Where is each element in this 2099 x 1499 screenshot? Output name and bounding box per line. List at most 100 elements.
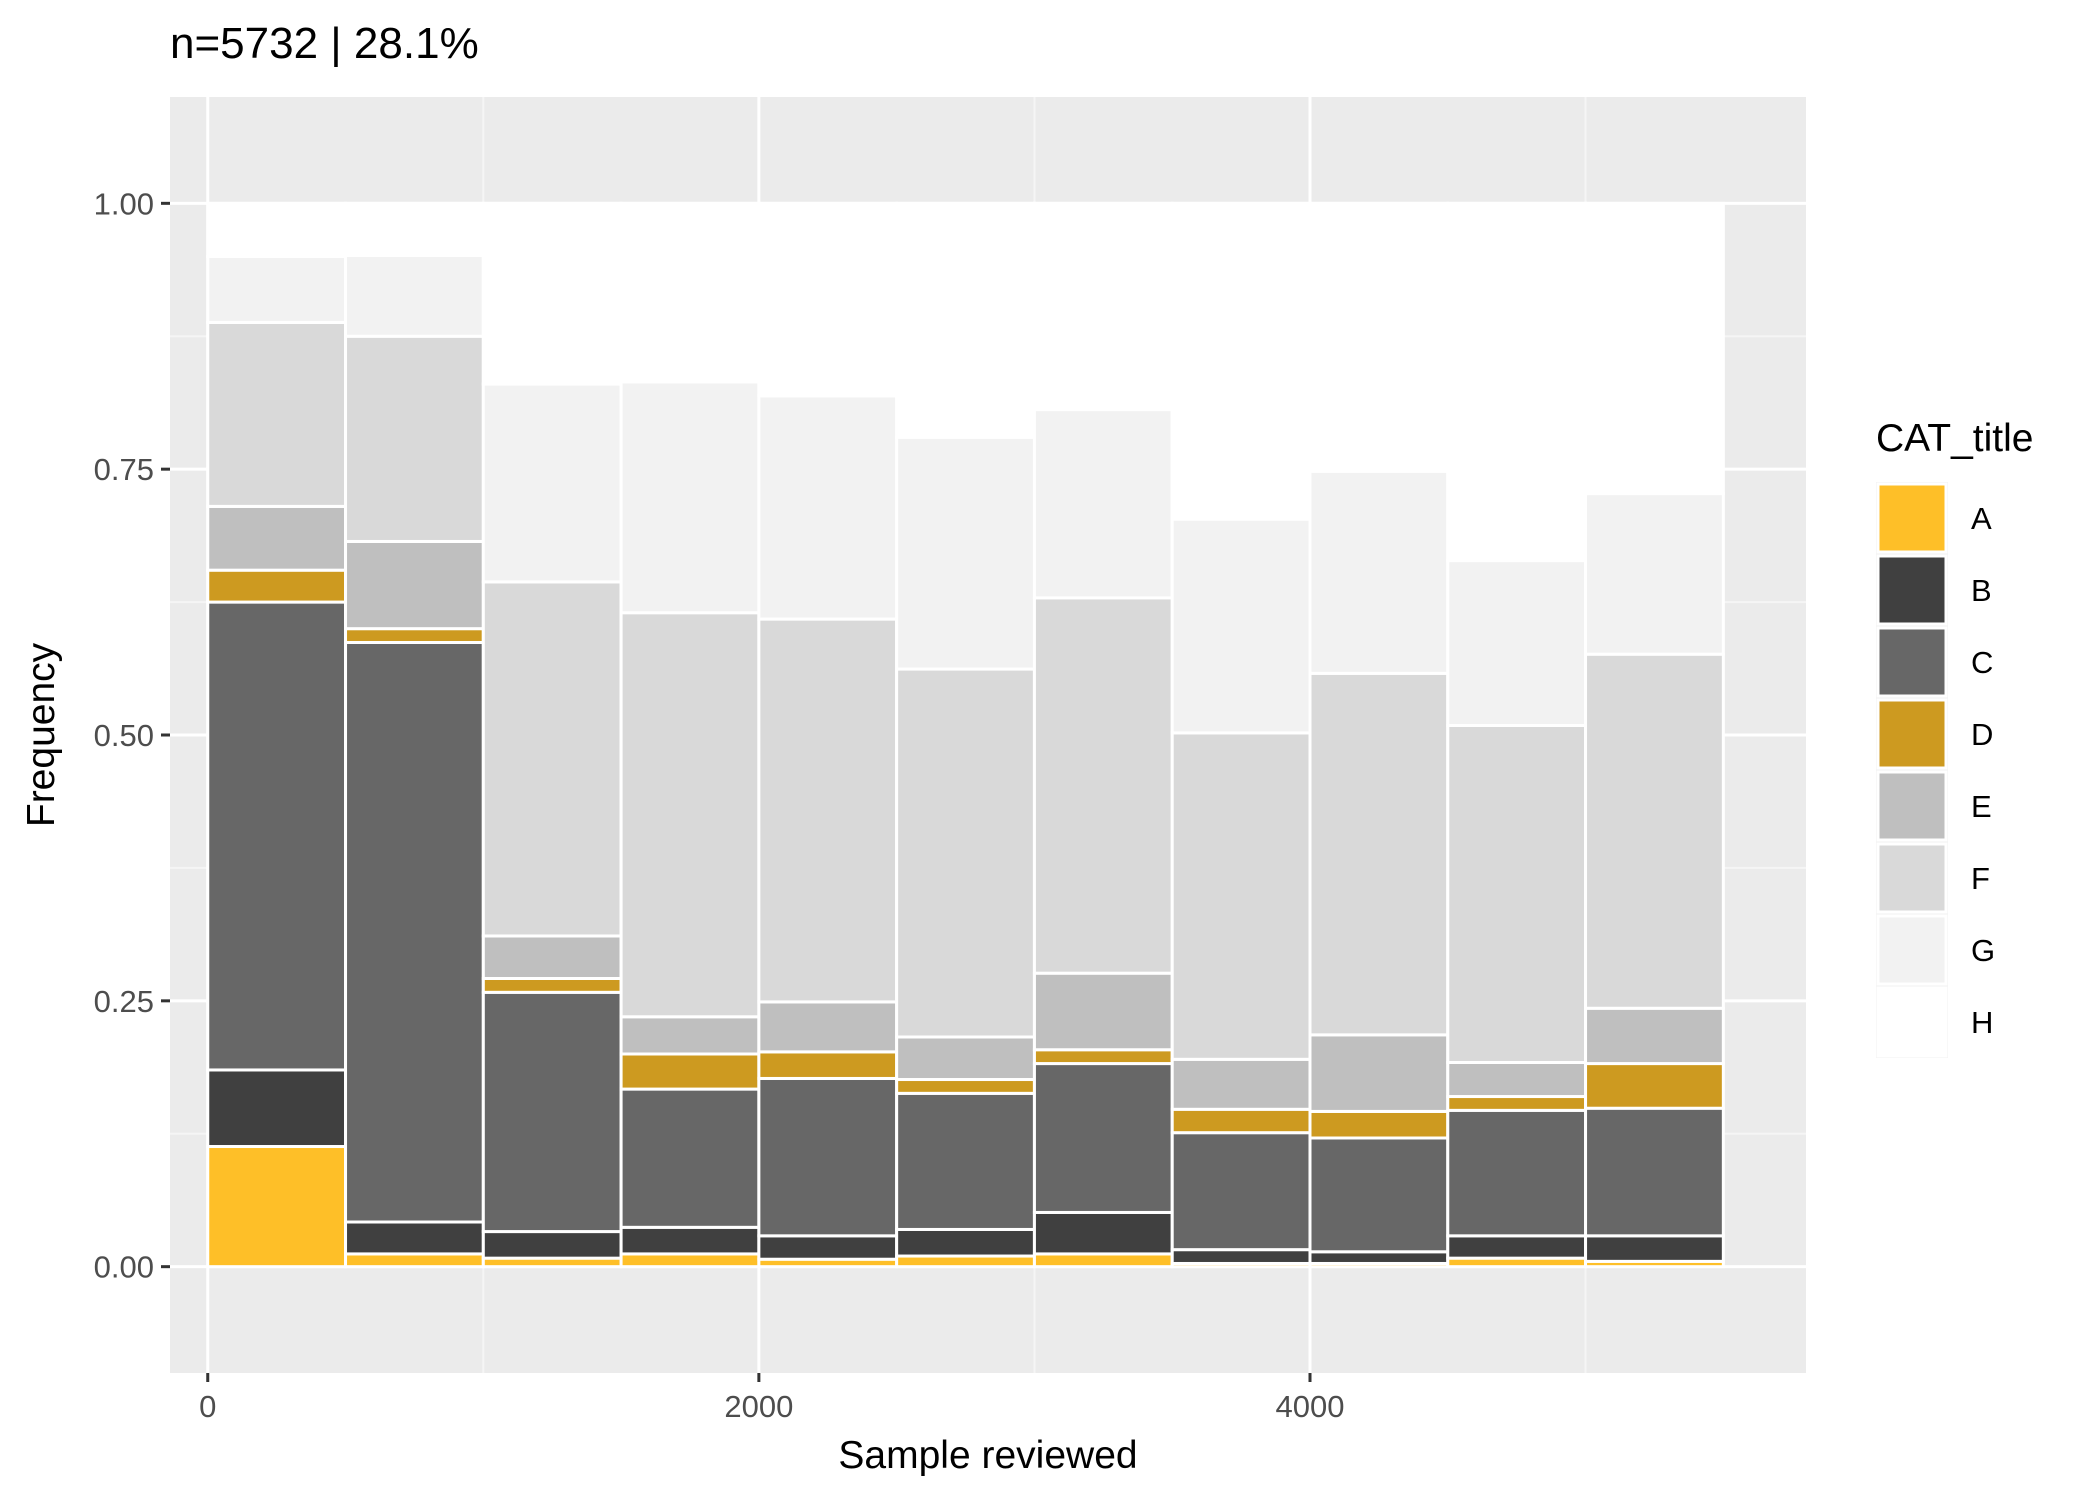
bar-segment-g-bin-3 bbox=[619, 380, 761, 615]
bar-segment-b-bin-5 bbox=[895, 1227, 1036, 1258]
bar-segment-g-bin-5 bbox=[895, 435, 1036, 671]
bars-layer bbox=[206, 201, 1725, 1269]
bar-segment-h-bin-7 bbox=[1170, 201, 1312, 521]
y-tick-label: 1.00 bbox=[94, 186, 154, 221]
bar-segment-d-bin-7 bbox=[1170, 1107, 1312, 1135]
bar-segment-f-bin-0 bbox=[206, 320, 348, 508]
bar-segment-h-bin-4 bbox=[757, 201, 899, 398]
legend-key-b bbox=[1876, 554, 1948, 626]
legend-key-h bbox=[1876, 986, 1948, 1058]
bar-segment-c-bin-2 bbox=[481, 990, 623, 1234]
bar-segment-f-bin-4 bbox=[757, 617, 899, 1004]
bar-segment-b-bin-6 bbox=[1032, 1210, 1174, 1256]
y-tick-label: 0.00 bbox=[94, 1250, 154, 1285]
x-tick-label: 0 bbox=[199, 1389, 216, 1424]
bar-segment-d-bin-8 bbox=[1308, 1109, 1450, 1140]
x-tick-label: 2000 bbox=[724, 1389, 793, 1424]
bar-segment-d-bin-0 bbox=[206, 568, 348, 604]
bar-segment-e-bin-2 bbox=[481, 934, 623, 981]
bar-segment-d-bin-2 bbox=[481, 977, 623, 994]
bar-segment-g-bin-10 bbox=[1584, 492, 1725, 656]
y-tick-label: 0.25 bbox=[94, 984, 154, 1019]
bar-segment-b-bin-4 bbox=[757, 1234, 899, 1261]
legend: CAT_title A B C D E F G H bbox=[1876, 417, 2034, 1058]
bar-segment-c-bin-8 bbox=[1308, 1136, 1450, 1254]
x-tick-label: 4000 bbox=[1276, 1389, 1345, 1424]
y-tick-label: 0.75 bbox=[94, 452, 154, 487]
legend-key-g bbox=[1876, 914, 1948, 986]
legend-title: CAT_title bbox=[1876, 417, 2034, 460]
legend-label-a: A bbox=[1971, 501, 1992, 536]
bar-segment-g-bin-0 bbox=[206, 255, 348, 324]
bar-segment-b-bin-7 bbox=[1170, 1248, 1312, 1265]
bar-segment-e-bin-4 bbox=[757, 1000, 899, 1054]
bar-segment-e-bin-3 bbox=[619, 1015, 761, 1056]
bar-segment-c-bin-3 bbox=[619, 1087, 761, 1229]
bar-segment-b-bin-3 bbox=[619, 1225, 761, 1256]
legend-key-a bbox=[1876, 482, 1948, 554]
bar-segment-g-bin-7 bbox=[1170, 517, 1312, 735]
bar-segment-g-bin-4 bbox=[757, 394, 899, 621]
bar-segment-e-bin-8 bbox=[1308, 1033, 1450, 1113]
bar-segment-c-bin-0 bbox=[206, 600, 348, 1072]
bar-segment-a-bin-3 bbox=[619, 1252, 761, 1269]
legend-label-d: D bbox=[1971, 717, 1993, 752]
bar-segment-a-bin-0 bbox=[206, 1145, 348, 1269]
bar-segment-b-bin-10 bbox=[1584, 1234, 1725, 1263]
legend-key-c bbox=[1876, 626, 1948, 698]
bar-segment-c-bin-1 bbox=[344, 640, 485, 1224]
bar-segment-e-bin-1 bbox=[344, 539, 485, 631]
axes-layer: 0.00 0.25 0.50 0.75 1.00 0 2000 4000 bbox=[94, 186, 1345, 1424]
bar-segment-h-bin-3 bbox=[619, 201, 761, 384]
bar-segment-h-bin-10 bbox=[1584, 201, 1725, 496]
bar-segment-d-bin-6 bbox=[1032, 1048, 1174, 1066]
bar-segment-f-bin-7 bbox=[1170, 731, 1312, 1061]
bar-segment-c-bin-10 bbox=[1584, 1106, 1725, 1238]
bar-segment-f-bin-10 bbox=[1584, 652, 1725, 1010]
legend-key-e bbox=[1876, 770, 1948, 842]
y-axis-label: Frequency bbox=[20, 642, 63, 827]
bar-segment-f-bin-1 bbox=[344, 334, 485, 543]
legend-label-b: B bbox=[1971, 573, 1992, 608]
bar-segment-e-bin-9 bbox=[1446, 1061, 1588, 1099]
bar-segment-c-bin-5 bbox=[895, 1091, 1036, 1231]
bar-segment-d-bin-3 bbox=[619, 1052, 761, 1091]
bar-segment-g-bin-1 bbox=[344, 253, 485, 338]
bar-segment-e-bin-10 bbox=[1584, 1006, 1725, 1066]
legend-label-h: H bbox=[1971, 1005, 1993, 1040]
chart-title: n=5732 | 28.1% bbox=[170, 19, 479, 68]
bar-segment-h-bin-2 bbox=[481, 201, 623, 386]
bar-segment-d-bin-5 bbox=[895, 1078, 1036, 1095]
bar-segment-a-bin-1 bbox=[344, 1252, 485, 1269]
bar-segment-f-bin-8 bbox=[1308, 671, 1450, 1037]
legend-label-g: G bbox=[1971, 933, 1995, 968]
bar-segment-b-bin-8 bbox=[1308, 1250, 1450, 1265]
bar-segment-d-bin-1 bbox=[344, 627, 485, 644]
bar-segment-b-bin-1 bbox=[344, 1220, 485, 1256]
bar-segment-e-bin-6 bbox=[1032, 971, 1174, 1052]
bar-segment-c-bin-4 bbox=[757, 1076, 899, 1238]
bar-segment-f-bin-2 bbox=[481, 580, 623, 938]
bar-segment-d-bin-4 bbox=[757, 1050, 899, 1080]
y-tick-label: 0.50 bbox=[94, 718, 154, 753]
bar-segment-d-bin-10 bbox=[1584, 1062, 1725, 1110]
bar-segment-g-bin-6 bbox=[1032, 408, 1174, 600]
bar-segment-e-bin-0 bbox=[206, 504, 348, 572]
bar-segment-f-bin-9 bbox=[1446, 723, 1588, 1065]
bar-segment-h-bin-6 bbox=[1032, 201, 1174, 412]
x-axis-label: Sample reviewed bbox=[838, 1434, 1137, 1477]
bar-segment-c-bin-6 bbox=[1032, 1062, 1174, 1214]
legend-key-f bbox=[1876, 842, 1948, 914]
bar-segment-b-bin-2 bbox=[481, 1230, 623, 1260]
bar-segment-b-bin-0 bbox=[206, 1068, 348, 1149]
bar-segment-h-bin-5 bbox=[895, 201, 1036, 439]
legend-label-f: F bbox=[1971, 861, 1990, 896]
legend-label-e: E bbox=[1971, 789, 1992, 824]
bar-segment-h-bin-8 bbox=[1308, 201, 1450, 473]
bar-segment-c-bin-7 bbox=[1170, 1131, 1312, 1252]
legend-key-d bbox=[1876, 698, 1948, 770]
bar-segment-c-bin-9 bbox=[1446, 1108, 1588, 1238]
bar-segment-e-bin-7 bbox=[1170, 1057, 1312, 1111]
bar-segment-f-bin-3 bbox=[619, 611, 761, 1019]
